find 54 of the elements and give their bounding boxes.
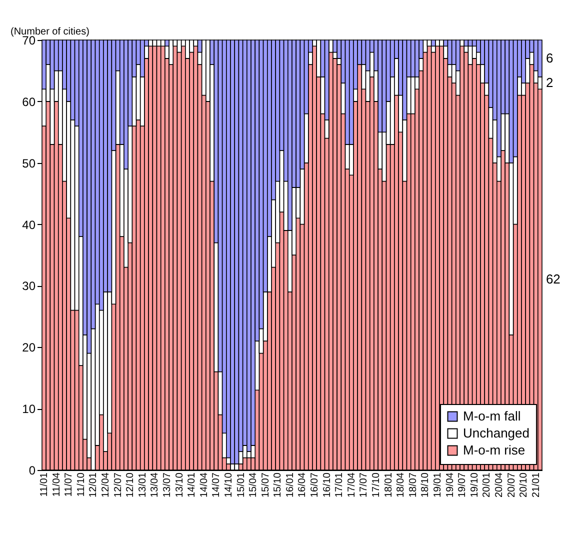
- y-tick-label: 0: [28, 464, 36, 478]
- data-label: 2: [546, 75, 554, 90]
- y-tick-label: 20: [22, 340, 36, 355]
- x-tick-label: 13/10: [174, 472, 186, 498]
- x-tick-label: 17/01: [334, 472, 346, 498]
- x-tick-label: 11/01: [39, 472, 50, 497]
- x-tick-label: 11/07: [64, 472, 75, 497]
- x-tick-label: 16/01: [284, 472, 296, 498]
- x-tick-label: 21/01: [530, 472, 542, 498]
- legend-label: M-o-m fall: [463, 408, 521, 424]
- data-label: 62: [546, 272, 560, 287]
- x-tick-label: 12/04: [100, 472, 112, 498]
- x-tick-label: 15/01: [236, 472, 247, 498]
- x-tick-label: 16/10: [322, 472, 333, 498]
- x-tick-label: 18/07: [408, 472, 419, 498]
- x-tick-label: 17/07: [358, 472, 370, 498]
- x-tick-label: 14/10: [223, 472, 234, 498]
- data-label: 6: [546, 50, 554, 66]
- x-tick-label: 11/04: [51, 472, 62, 497]
- x-tick-label: 13/07: [162, 472, 173, 498]
- x-tick-label: 14/01: [186, 472, 198, 498]
- x-tick-label: 11/10: [76, 472, 87, 497]
- x-tick-label: 15/07: [260, 472, 272, 498]
- x-tick-label: 19/10: [469, 472, 480, 498]
- x-tick-label: 12/01: [88, 472, 100, 498]
- y-tick-label: 10: [22, 402, 36, 416]
- y-tick-label: 50: [22, 156, 36, 170]
- x-tick-label: 16/04: [297, 472, 308, 498]
- x-tick-label: 19/04: [444, 472, 456, 498]
- x-tick-label: 17/04: [346, 472, 358, 498]
- x-tick-label: 20/10: [518, 472, 530, 498]
- legend-label: Unchanged: [463, 426, 530, 440]
- x-tick-label: 20/04: [494, 472, 505, 498]
- x-tick-label: 18/10: [420, 472, 432, 498]
- y-tick-label: 30: [22, 279, 36, 294]
- x-tick-label: 12/10: [125, 472, 136, 498]
- x-tick-label: 13/04: [150, 472, 161, 498]
- x-tick-label: 18/01: [383, 472, 394, 498]
- x-tick-label: 20/07: [506, 472, 518, 498]
- x-tick-label: 15/10: [272, 472, 284, 498]
- x-tick-label: 13/01: [137, 472, 148, 498]
- x-tick-label: 12/07: [112, 472, 124, 498]
- x-tick-label: 15/04: [248, 472, 260, 498]
- legend-label: M-o-m rise: [463, 442, 526, 458]
- x-tick-label: 19/01: [432, 472, 444, 498]
- x-tick-label: 14/07: [211, 472, 222, 498]
- x-tick-label: 17/10: [371, 472, 382, 498]
- x-tick-label: 20/01: [482, 472, 493, 498]
- y-tick-label: 60: [22, 94, 36, 109]
- x-tick-label: 16/07: [310, 472, 321, 498]
- y-tick-label: 40: [22, 218, 36, 232]
- x-tick-label: 18/04: [396, 472, 407, 498]
- x-tick-label: 14/04: [198, 472, 210, 498]
- x-tick-label: 19/07: [457, 472, 468, 498]
